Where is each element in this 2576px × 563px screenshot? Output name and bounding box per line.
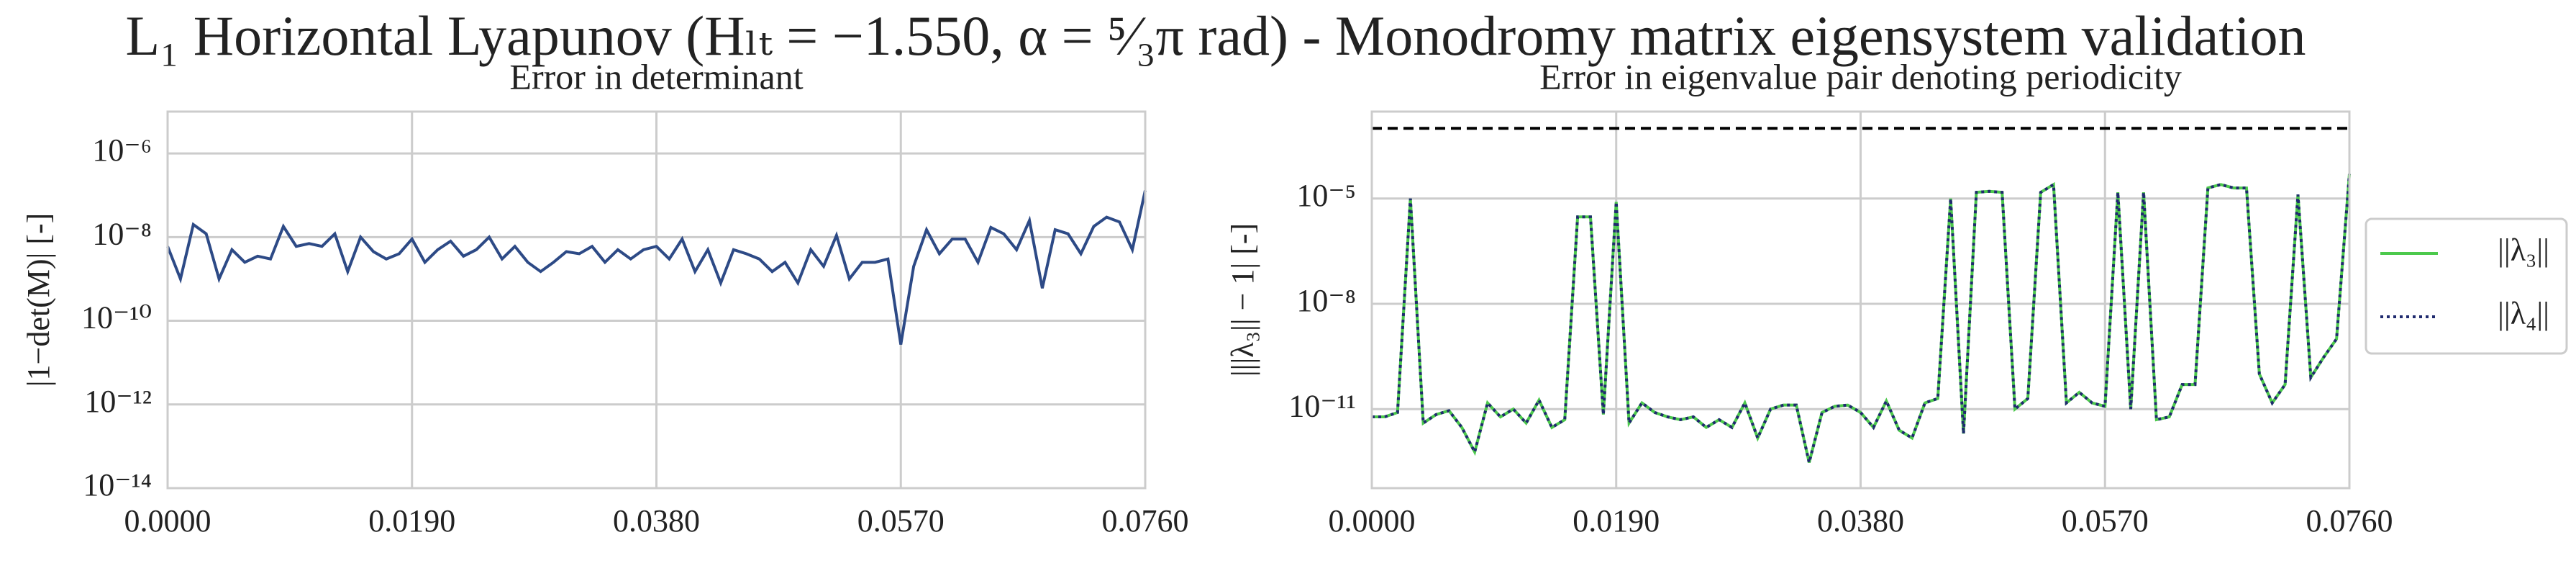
y-tick-label: 10⁻¹⁰ — [81, 300, 152, 335]
y-axis-label: |1−det(M)| [-] — [21, 213, 56, 387]
y-tick-label: 10⁻¹⁴ — [83, 467, 152, 503]
legend-label: ||λ₃|| — [2498, 233, 2549, 268]
y-tick-label: 10⁻⁸ — [1296, 283, 1356, 318]
x-tick-label: 0.0760 — [1102, 503, 1189, 539]
plot-frame — [1370, 110, 2351, 490]
chart-title: Error in determinant — [509, 56, 803, 96]
figure-title: L₁ Horizontal Lyapunov (Hₗₜ = −1.550, α … — [125, 4, 2306, 67]
x-tick-label: 0.0570 — [857, 503, 945, 539]
y-tick-label: 10⁻⁶ — [92, 132, 152, 168]
data-line — [166, 190, 1147, 345]
legend-label: ||λ₄|| — [2498, 296, 2549, 331]
x-tick-label: 0.0380 — [613, 503, 700, 539]
y-axis-label: |||λ₃|| − 1| [-] — [1225, 223, 1260, 377]
data-line — [1372, 174, 2351, 463]
y-tick-label: 10⁻¹² — [84, 384, 152, 419]
y-tick-label: 10⁻¹¹ — [1288, 388, 1356, 423]
x-tick-label: 0.0190 — [368, 503, 455, 539]
y-tick-label: 10⁻⁸ — [92, 216, 152, 251]
chart-title: Error in eigenvalue pair denoting period… — [1539, 56, 2182, 96]
x-tick-label: 0.0000 — [124, 503, 211, 539]
x-tick-label: 0.0190 — [1573, 503, 1660, 539]
x-tick-label: 0.0000 — [1329, 503, 1416, 539]
x-tick-label: 0.0380 — [1817, 503, 1904, 539]
plot-frame — [166, 110, 1147, 490]
x-tick-label: 0.0760 — [2306, 503, 2393, 539]
y-tick-label: 10⁻⁵ — [1296, 178, 1356, 213]
x-tick-label: 0.0570 — [2062, 503, 2149, 539]
